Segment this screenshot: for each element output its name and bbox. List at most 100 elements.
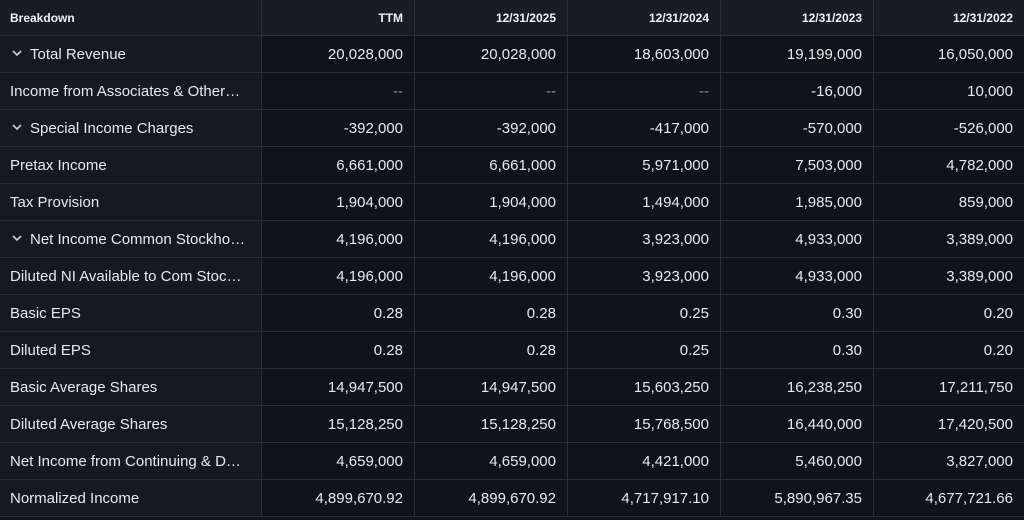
value-cell: 0.30 bbox=[721, 332, 874, 368]
chevron-down-icon[interactable] bbox=[10, 122, 24, 134]
row-label: Normalized Income bbox=[10, 489, 140, 507]
row-label: Tax Provision bbox=[10, 193, 100, 211]
value-cell: -417,000 bbox=[568, 110, 721, 146]
value-cell: 4,782,000 bbox=[946, 156, 1013, 174]
value-cell: 4,421,000 bbox=[568, 443, 721, 479]
value-cell: 16,238,250 bbox=[721, 369, 874, 405]
column-header-breakdown: Breakdown bbox=[0, 0, 262, 35]
value-cell: 5,460,000 bbox=[721, 443, 874, 479]
table-row[interactable]: Total Revenue 20,028,000 20,028,000 18,603,… bbox=[0, 36, 1024, 73]
value-cell: 1,904,000 bbox=[262, 184, 415, 220]
value-cell: 3,389,000 bbox=[946, 267, 1013, 285]
table-row[interactable]: Special Income Charges -392,000 -392,000 -4… bbox=[0, 110, 1024, 147]
value-cell: 4,196,000 bbox=[415, 258, 568, 294]
column-header-2023: 12/31/2023 bbox=[721, 0, 874, 35]
table-row: Diluted EPS 0.28 0.28 0.25 0.30 0.20 bbox=[0, 332, 1024, 369]
table-header: Breakdown TTM 12/31/2025 12/31/2024 12/3… bbox=[0, 0, 1024, 36]
value-cell: 10,000 bbox=[967, 82, 1013, 100]
value-cell: 4,659,000 bbox=[415, 443, 568, 479]
row-label: Special Income Charges bbox=[30, 119, 194, 137]
value-cell: 4,899,670.92 bbox=[262, 480, 415, 516]
value-cell: -392,000 bbox=[262, 110, 415, 146]
table-row: Diluted Average Shares 15,128,250 15,128,2… bbox=[0, 406, 1024, 443]
value-cell: 19,199,000 bbox=[721, 36, 874, 72]
row-label: Diluted Average Shares bbox=[10, 415, 168, 433]
chevron-down-icon[interactable] bbox=[10, 48, 24, 60]
row-label-cell[interactable]: Total Revenue bbox=[0, 36, 262, 72]
value-cell: 3,389,000 bbox=[946, 230, 1013, 248]
row-label-cell[interactable]: Special Income Charges bbox=[0, 110, 262, 146]
value-cell: 4,899,670.92 bbox=[415, 480, 568, 516]
row-label: Total Revenue bbox=[30, 45, 126, 63]
table-row: Diluted NI Available to Com Stoc… 4,196,0… bbox=[0, 258, 1024, 295]
column-header-2022: 12/31/2022 bbox=[952, 10, 1013, 25]
row-label-cell: Diluted NI Available to Com Stoc… bbox=[0, 258, 262, 294]
column-header-2024: 12/31/2024 bbox=[568, 0, 721, 35]
value-cell: 6,661,000 bbox=[415, 147, 568, 183]
table-row: Net Income from Continuing & D… 4,659,000… bbox=[0, 443, 1024, 480]
value-cell: 0.28 bbox=[415, 332, 568, 368]
row-label-cell: Tax Provision bbox=[0, 184, 262, 220]
row-label: Pretax Income bbox=[10, 156, 107, 174]
value-cell: 0.20 bbox=[983, 304, 1013, 322]
value-cell: 20,028,000 bbox=[415, 36, 568, 72]
table-row: Pretax Income 6,661,000 6,661,000 5,971,000… bbox=[0, 147, 1024, 184]
value-cell: 5,971,000 bbox=[568, 147, 721, 183]
row-label-cell: Normalized Income bbox=[0, 480, 262, 516]
value-cell: 7,503,000 bbox=[721, 147, 874, 183]
row-label-cell: Basic EPS bbox=[0, 295, 262, 331]
value-cell: 4,717,917.10 bbox=[568, 480, 721, 516]
row-label-cell: Diluted Average Shares bbox=[0, 406, 262, 442]
value-cell: 0.28 bbox=[262, 295, 415, 331]
table-row: Normalized Income 4,899,670.92 4,899,670.9… bbox=[0, 480, 1024, 517]
table-row[interactable]: Net Income Common Stockho… 4,196,000 4,196… bbox=[0, 221, 1024, 258]
value-cell: 4,196,000 bbox=[262, 221, 415, 257]
value-cell: 15,128,250 bbox=[415, 406, 568, 442]
value-cell: 15,603,250 bbox=[568, 369, 721, 405]
value-cell: 0.25 bbox=[568, 332, 721, 368]
value-cell: 1,904,000 bbox=[415, 184, 568, 220]
table-row: Basic EPS 0.28 0.28 0.25 0.30 0.20 bbox=[0, 295, 1024, 332]
value-cell: 0.28 bbox=[415, 295, 568, 331]
value-cell: 859,000 bbox=[958, 193, 1013, 211]
value-cell: 17,211,750 bbox=[939, 378, 1013, 396]
row-label: Basic Average Shares bbox=[10, 378, 158, 396]
value-cell: 16,440,000 bbox=[721, 406, 874, 442]
value-cell: 0.25 bbox=[568, 295, 721, 331]
value-cell: 15,128,250 bbox=[262, 406, 415, 442]
row-label: Basic EPS bbox=[10, 304, 81, 322]
value-cell: 4,196,000 bbox=[262, 258, 415, 294]
table-row: Income from Associates & Other… -- -- -- -16… bbox=[0, 73, 1024, 110]
value-cell: 0.28 bbox=[262, 332, 415, 368]
value-cell: -- bbox=[568, 73, 721, 109]
value-cell: 14,947,500 bbox=[262, 369, 415, 405]
row-label-cell: Basic Average Shares bbox=[0, 369, 262, 405]
value-cell: 4,933,000 bbox=[721, 221, 874, 257]
row-label: Net Income Common Stockho… bbox=[30, 230, 246, 248]
row-label-cell: Diluted EPS bbox=[0, 332, 262, 368]
value-cell: 3,827,000 bbox=[946, 452, 1013, 470]
value-cell: 0.20 bbox=[983, 341, 1013, 359]
value-cell: -- bbox=[415, 73, 568, 109]
row-label: Diluted EPS bbox=[10, 341, 91, 359]
value-cell: 16,050,000 bbox=[937, 45, 1013, 63]
table-row: Basic Average Shares 14,947,500 14,947,500… bbox=[0, 369, 1024, 406]
table-row: Tax Provision 1,904,000 1,904,000 1,494,000… bbox=[0, 184, 1024, 221]
column-header-2025: 12/31/2025 bbox=[415, 0, 568, 35]
value-cell: 3,923,000 bbox=[568, 258, 721, 294]
row-label-cell: Net Income from Continuing & D… bbox=[0, 443, 262, 479]
value-cell: 1,985,000 bbox=[721, 184, 874, 220]
value-cell: 4,659,000 bbox=[262, 443, 415, 479]
value-cell: 6,661,000 bbox=[262, 147, 415, 183]
row-label: Net Income from Continuing & D… bbox=[10, 452, 241, 470]
row-label-cell[interactable]: Net Income Common Stockho… bbox=[0, 221, 262, 257]
value-cell: -526,000 bbox=[953, 119, 1013, 137]
value-cell: -16,000 bbox=[721, 73, 874, 109]
row-label: Diluted NI Available to Com Stoc… bbox=[10, 267, 242, 285]
value-cell: 18,603,000 bbox=[568, 36, 721, 72]
chevron-down-icon[interactable] bbox=[10, 233, 24, 245]
value-cell: 14,947,500 bbox=[415, 369, 568, 405]
value-cell: 1,494,000 bbox=[568, 184, 721, 220]
value-cell: 4,196,000 bbox=[415, 221, 568, 257]
value-cell: 17,420,500 bbox=[937, 415, 1013, 433]
